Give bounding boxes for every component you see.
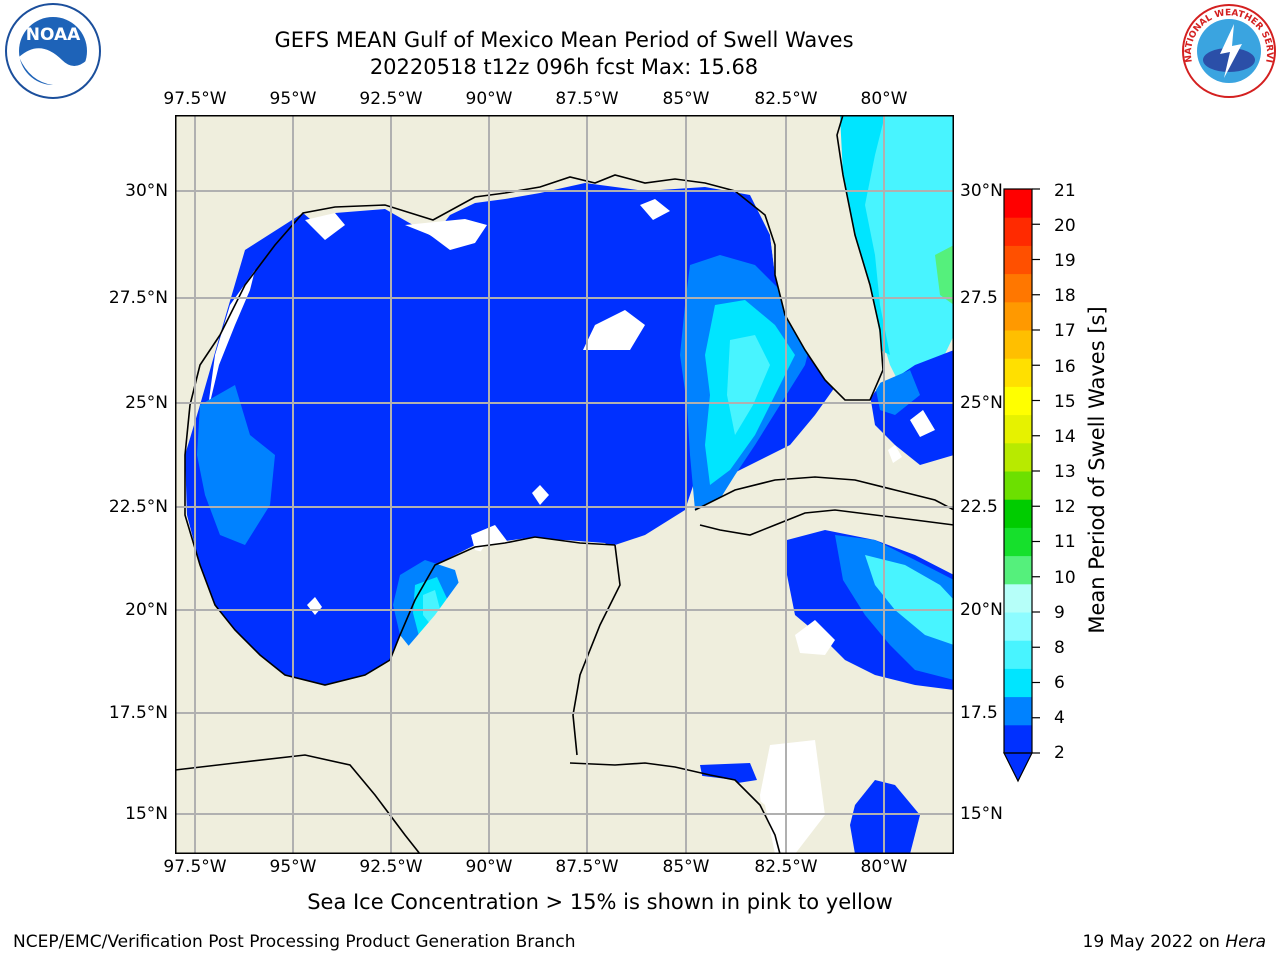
noaa-logo-text: NOAA <box>26 25 81 45</box>
lon-label: 82.5°W <box>754 857 818 877</box>
sea-ice-note: Sea Ice Concentration > 15% is shown in … <box>307 890 893 914</box>
lat-label: 15°N <box>125 804 168 824</box>
colorbar-tick: 2 <box>1054 743 1065 763</box>
colorbar-tick: 6 <box>1054 673 1065 693</box>
colorbar-tick: 17 <box>1054 321 1076 341</box>
colorbar-segment <box>1004 301 1032 331</box>
colorbar-tick: 8 <box>1054 638 1065 658</box>
colorbar-segment <box>1004 386 1032 416</box>
lat-label: 27.5°N <box>108 288 168 308</box>
lat-label: 20°N <box>125 600 168 620</box>
footer-date-text: 19 May 2022 on <box>1082 932 1226 952</box>
lon-label: 82.5°W <box>754 89 818 109</box>
colorbar-segment <box>1004 358 1032 387</box>
colorbar-tick: 21 <box>1054 181 1076 201</box>
chart-title: GEFS MEAN Gulf of Mexico Mean Period of … <box>274 28 854 52</box>
nws-logo: NATIONAL WEATHER SERVICE <box>1180 2 1276 98</box>
lon-label: 97.5°W <box>163 89 227 109</box>
colorbar-segment <box>1004 414 1032 444</box>
colorbar-segment <box>1004 640 1032 669</box>
map-plot <box>175 115 954 854</box>
lon-label: 92.5°W <box>359 857 423 877</box>
lat-label: 17.5 <box>960 703 998 723</box>
chart-subtitle: 20220518 t12z 096h fcst Max: 15.68 <box>369 55 759 79</box>
lon-label: 87.5°W <box>555 89 619 109</box>
colorbar-tick: 14 <box>1054 427 1076 447</box>
lon-label: 80°W <box>860 89 908 109</box>
lat-label: 22.5°N <box>108 497 168 517</box>
colorbar-segment <box>1004 724 1032 754</box>
coastlines <box>175 115 954 854</box>
colorbar-tick: 19 <box>1054 251 1076 271</box>
colorbar-tick: 12 <box>1054 497 1076 517</box>
lon-label: 90°W <box>465 857 513 877</box>
colorbar-segment <box>1004 499 1032 528</box>
lon-label: 85°W <box>662 89 710 109</box>
lon-label: 87.5°W <box>555 857 619 877</box>
lat-label: 25°N <box>960 393 1003 413</box>
colorbar-segment <box>1004 583 1032 613</box>
colorbar-tick: 9 <box>1054 603 1065 623</box>
lon-label: 80°W <box>860 857 908 877</box>
lon-label: 90°W <box>465 89 513 109</box>
gulf-swell-field <box>185 183 840 685</box>
colorbar-tick: 4 <box>1054 708 1065 728</box>
colorbar-label: Mean Period of Swell Waves [s] <box>1085 306 1109 634</box>
colorbar-segment <box>1004 245 1032 275</box>
colorbar-segment <box>1004 273 1032 303</box>
lat-label: 17.5°N <box>108 703 168 723</box>
lat-label: 20°N <box>960 600 1003 620</box>
colorbar-tick: 16 <box>1054 357 1076 377</box>
colorbar-extend-triangle <box>1003 752 1033 783</box>
colorbar-tick: 10 <box>1054 568 1076 588</box>
lon-label: 95°W <box>269 89 317 109</box>
lat-label: 30°N <box>125 181 168 201</box>
footer-date: 19 May 2022 on Hera <box>1083 932 1267 952</box>
western-gulf-band <box>197 385 275 545</box>
colorbar-segment <box>1004 442 1032 472</box>
lat-label: 15°N <box>960 804 1003 824</box>
footer-branch: NCEP/EMC/Verification Post Processing Pr… <box>13 932 576 952</box>
colorbar-segment <box>1004 217 1032 246</box>
colorbar-segment <box>1004 612 1032 641</box>
lat-label: 27.5 <box>960 288 998 308</box>
noaa-logo: NOAA <box>5 3 101 99</box>
colorbar-tick: 20 <box>1054 216 1076 236</box>
lon-label: 85°W <box>662 857 710 877</box>
colorbar-tick: 18 <box>1054 286 1076 306</box>
lon-label: 92.5°W <box>359 89 423 109</box>
colorbar-segment <box>1004 189 1032 218</box>
colorbar-segment <box>1004 330 1032 359</box>
colorbar-segment <box>1004 555 1032 585</box>
yucatan-land <box>175 540 775 854</box>
lon-label: 97.5°W <box>163 857 227 877</box>
lat-label: 22.5 <box>960 497 998 517</box>
colorbar-tick: 13 <box>1054 462 1076 482</box>
colorbar-segment <box>1004 527 1032 557</box>
graticule <box>175 115 954 854</box>
colorbar-tick: 11 <box>1054 532 1076 552</box>
colorbar-segment <box>1004 471 1032 500</box>
footer-host: Hera <box>1225 932 1266 952</box>
colorbar-segment <box>1004 668 1032 698</box>
lon-label: 95°W <box>269 857 317 877</box>
florida-land <box>770 115 885 400</box>
lat-label: 30°N <box>960 181 1003 201</box>
colorbar <box>1003 188 1040 783</box>
lat-label: 25°N <box>125 393 168 413</box>
colorbar-tick: 15 <box>1054 392 1076 412</box>
colorbar-segment <box>1004 696 1032 726</box>
